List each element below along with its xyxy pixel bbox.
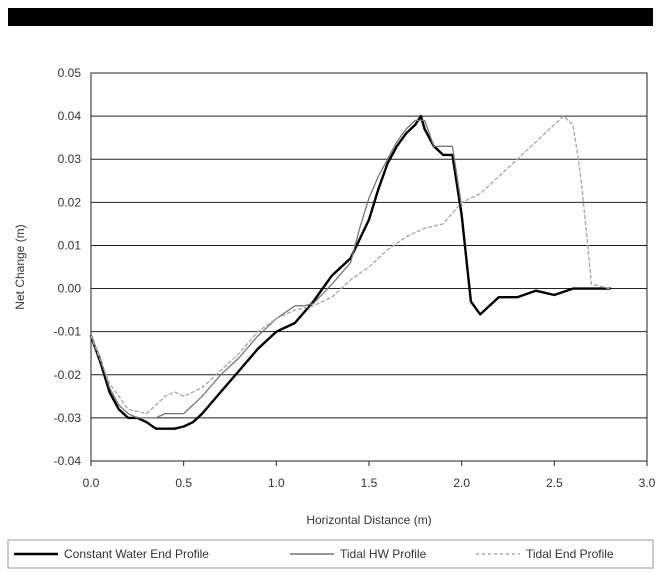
y-tick-label: -0.03	[54, 411, 82, 425]
header-bar	[8, 8, 653, 26]
chart-area	[8, 62, 653, 530]
legend-label: Tidal HW Profile	[340, 547, 427, 561]
x-tick-label: 0.0	[83, 476, 100, 490]
legend-label: Constant Water End Profile	[64, 547, 209, 561]
legend-label: Tidal End Profile	[526, 547, 614, 561]
x-tick-label: 2.0	[453, 476, 470, 490]
y-tick-label: 0.00	[58, 282, 82, 296]
x-tick-label: 0.5	[175, 476, 192, 490]
x-tick-label: 3.0	[639, 476, 656, 490]
series-group	[89, 114, 612, 430]
y-axis-title: Net Change (m)	[13, 224, 27, 309]
x-tick-label: 1.0	[268, 476, 285, 490]
y-tick-label: -0.04	[54, 454, 82, 468]
x-tick-labels: 0.0 0.5 1.0 1.5 2.0 2.5 3.0	[83, 461, 656, 490]
legend: Constant Water End Profile Tidal HW Profi…	[7, 539, 654, 569]
x-axis-title: Horizontal Distance (m)	[306, 513, 431, 527]
y-tick-label: 0.05	[58, 66, 82, 80]
y-tick-labels: 0.05 0.04 0.03 0.02 0.01 0.00 -0.01 -0.02 -0.03 -…	[54, 66, 82, 468]
y-tick-label: -0.02	[54, 368, 82, 382]
series-line-tidal-hw-profile	[90, 119, 463, 419]
y-tick-label: 0.02	[58, 195, 82, 209]
series-line-constant-water-end-profile	[89, 114, 612, 430]
y-tick-label: 0.03	[58, 152, 82, 166]
y-tick-label: -0.01	[54, 325, 82, 339]
x-tick-label: 2.5	[546, 476, 563, 490]
y-tick-label: 0.04	[58, 109, 82, 123]
y-tick-label: 0.01	[58, 238, 82, 252]
x-tick-label: 1.5	[361, 476, 378, 490]
series-line-tidal-end-profile	[90, 115, 611, 415]
